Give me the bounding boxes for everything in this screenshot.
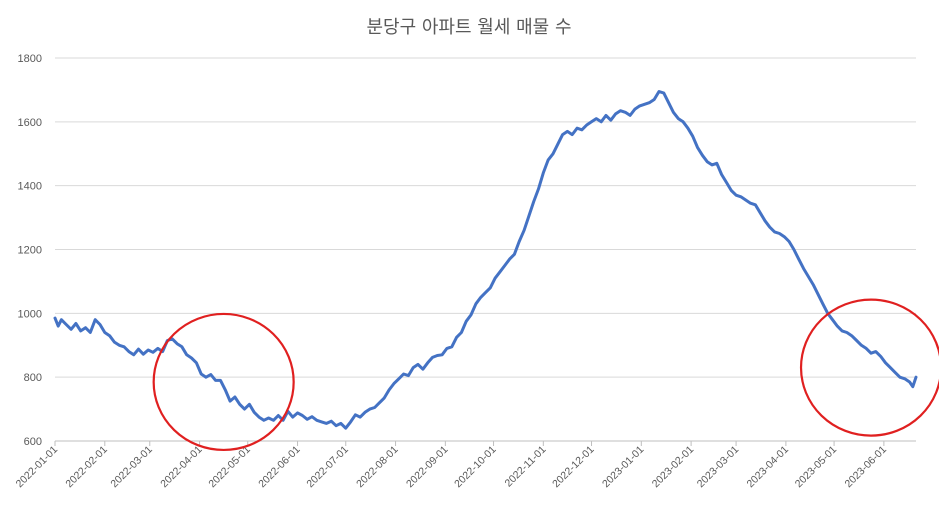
y-tick-label: 1600 [18, 117, 42, 129]
x-tick-label: 2022-04-01 [158, 444, 205, 491]
x-tick-label: 2022-03-01 [108, 444, 155, 491]
x-tick-label: 2023-06-01 [843, 444, 890, 491]
x-tick-label: 2022-11-01 [503, 444, 549, 490]
x-tick-label: 2022-10-01 [452, 444, 499, 491]
x-tick-label: 2023-04-01 [745, 444, 792, 491]
x-tick-label: 2022-12-01 [550, 444, 597, 491]
gridlines [55, 57, 916, 378]
y-tick-label: 1400 [18, 181, 42, 193]
x-tick-label: 2023-03-01 [695, 444, 742, 491]
x-tick-label: 2023-05-01 [793, 444, 840, 491]
x-tick-label: 2022-09-01 [404, 444, 451, 491]
x-tick-label: 2022-08-01 [354, 444, 401, 491]
highlight-layer [152, 298, 939, 452]
y-tick-label: 1200 [18, 245, 42, 257]
series-line [53, 90, 918, 430]
x-tick-label: 2022-07-01 [304, 444, 351, 491]
x-tick-label: 2022-02-01 [63, 444, 110, 491]
y-tick-label: 600 [24, 436, 42, 448]
y-tick-label: 1000 [18, 308, 42, 320]
y-tick-label: 1800 [18, 53, 42, 65]
highlight-circle [799, 298, 939, 437]
chart-title: 분당구 아파트 월세 매물 수 [366, 17, 571, 38]
x-tick-label: 2023-01-01 [600, 444, 647, 491]
y-axis-ticks: 600 800 1000 1200 1400 1600 1800 [18, 53, 42, 448]
x-tick-label: 2023-02-01 [650, 444, 697, 491]
highlight-circle [152, 312, 295, 452]
x-tick-label: 2022-01-01 [14, 444, 61, 491]
x-tick-label: 2022-06-01 [256, 444, 303, 491]
series-layer [53, 90, 918, 430]
y-tick-label: 800 [24, 372, 42, 384]
